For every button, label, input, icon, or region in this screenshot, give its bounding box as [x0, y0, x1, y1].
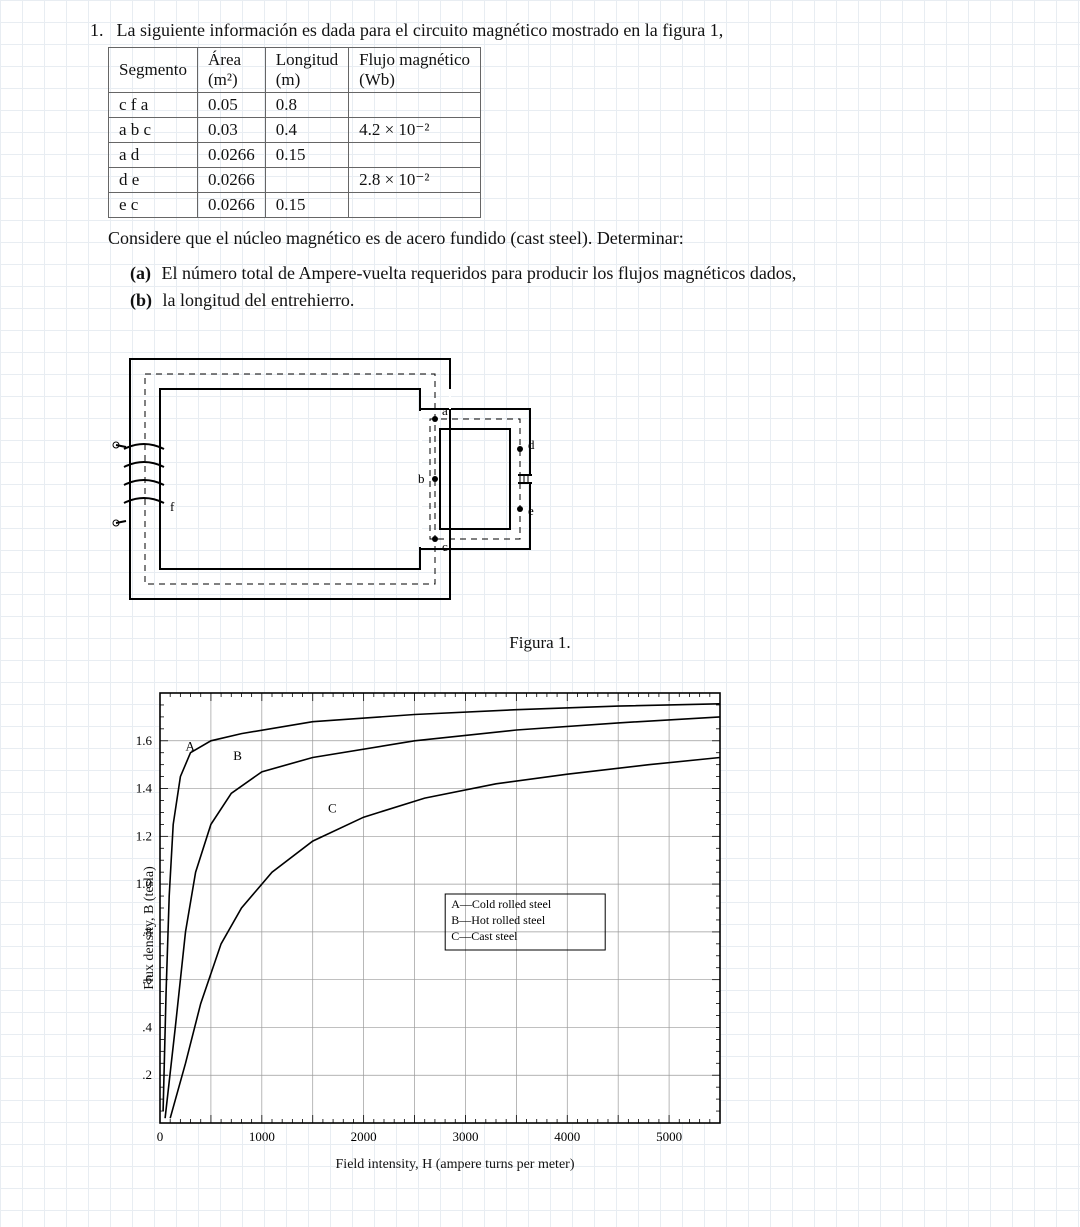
table-cell: 0.8	[265, 93, 348, 118]
svg-text:C—Cast steel: C—Cast steel	[451, 929, 518, 943]
chart-ylabel: Flux density, B (tesla)	[142, 866, 158, 990]
table-row: d e0.0266 2.8 × 10⁻²	[109, 168, 481, 193]
bh-chart: Flux density, B (tesla) 0 1000 2000 3000 400…	[110, 683, 750, 1173]
table-cell	[265, 168, 348, 193]
problem-statement: La siguiente información es dada para el…	[117, 20, 724, 40]
table-cell: 0.03	[198, 118, 266, 143]
svg-text:1.2: 1.2	[136, 828, 152, 843]
table-row: a b c0.030.44.2 × 10⁻²	[109, 118, 481, 143]
figure-1: a b c d e f Figura 1.	[90, 329, 990, 653]
svg-text:1000: 1000	[249, 1129, 275, 1144]
table-cell: 0.05	[198, 93, 266, 118]
table-cell: 4.2 × 10⁻²	[349, 118, 481, 143]
col-segment: Segmento	[109, 48, 198, 93]
svg-text:A—Cold rolled steel: A—Cold rolled steel	[451, 897, 552, 911]
svg-text:c: c	[442, 539, 448, 554]
part-b: (b) la longitud del entrehierro.	[130, 290, 990, 311]
chart-svg: 010002000300040005000.2.4.6.81.01.21.41.…	[110, 683, 730, 1153]
svg-text:C: C	[328, 800, 337, 815]
col-flux: Flujo magnético(Wb)	[349, 48, 481, 93]
table-cell	[349, 93, 481, 118]
svg-text:B—Hot rolled steel: B—Hot rolled steel	[451, 913, 546, 927]
table-cell: 0.15	[265, 193, 348, 218]
chart-xlabel: Field intensity, H (ampere turns per met…	[160, 1157, 750, 1173]
svg-text:1.6: 1.6	[136, 733, 153, 748]
part-a-text: El número total de Ampere-vuelta requeri…	[162, 263, 797, 283]
svg-text:1.4: 1.4	[136, 781, 153, 796]
table-cell	[349, 193, 481, 218]
table-cell: e c	[109, 193, 198, 218]
svg-text:f: f	[170, 499, 175, 514]
table-cell	[349, 143, 481, 168]
table-cell: d e	[109, 168, 198, 193]
page: 1. La siguiente información es dada para…	[0, 0, 1080, 1227]
svg-text:.4: .4	[142, 1019, 152, 1034]
part-a-label: (a)	[130, 263, 151, 283]
svg-text:B: B	[233, 748, 242, 763]
table-cell: 0.15	[265, 143, 348, 168]
parts: (a) El número total de Ampere-vuelta req…	[130, 263, 990, 311]
figure-caption: Figura 1.	[90, 633, 990, 653]
svg-text:5000: 5000	[656, 1129, 682, 1144]
table-cell: a b c	[109, 118, 198, 143]
table-cell: 2.8 × 10⁻²	[349, 168, 481, 193]
svg-text:4000: 4000	[554, 1129, 580, 1144]
table-row: e c0.02660.15	[109, 193, 481, 218]
circuit-diagram: a b c d e f	[90, 329, 550, 629]
svg-text:0: 0	[157, 1129, 164, 1144]
data-table: Segmento Área(m²) Longitud(m) Flujo magn…	[108, 47, 481, 218]
svg-text:2000: 2000	[351, 1129, 377, 1144]
table-cell: 0.0266	[198, 193, 266, 218]
svg-text:b: b	[418, 471, 425, 486]
table-cell: c f a	[109, 93, 198, 118]
svg-text:A: A	[185, 738, 195, 753]
table-cell: 0.4	[265, 118, 348, 143]
svg-text:3000: 3000	[452, 1129, 478, 1144]
table-header-row: Segmento Área(m²) Longitud(m) Flujo magn…	[109, 48, 481, 93]
table-cell: 0.0266	[198, 143, 266, 168]
consider-text: Considere que el núcleo magnético es de …	[108, 228, 990, 249]
svg-text:e: e	[528, 503, 534, 518]
table-row: a d0.02660.15	[109, 143, 481, 168]
svg-text:d: d	[528, 437, 535, 452]
col-area: Área(m²)	[198, 48, 266, 93]
part-a: (a) El número total de Ampere-vuelta req…	[130, 263, 990, 284]
part-b-text: la longitud del entrehierro.	[163, 290, 355, 310]
problem-statement-line: 1. La siguiente información es dada para…	[90, 20, 990, 41]
problem-number: 1.	[90, 20, 112, 41]
table-cell: 0.0266	[198, 168, 266, 193]
table-row: c f a0.050.8	[109, 93, 481, 118]
svg-text:.2: .2	[142, 1067, 152, 1082]
col-length: Longitud(m)	[265, 48, 348, 93]
svg-text:a: a	[442, 403, 448, 418]
table-cell: a d	[109, 143, 198, 168]
part-b-label: (b)	[130, 290, 152, 310]
